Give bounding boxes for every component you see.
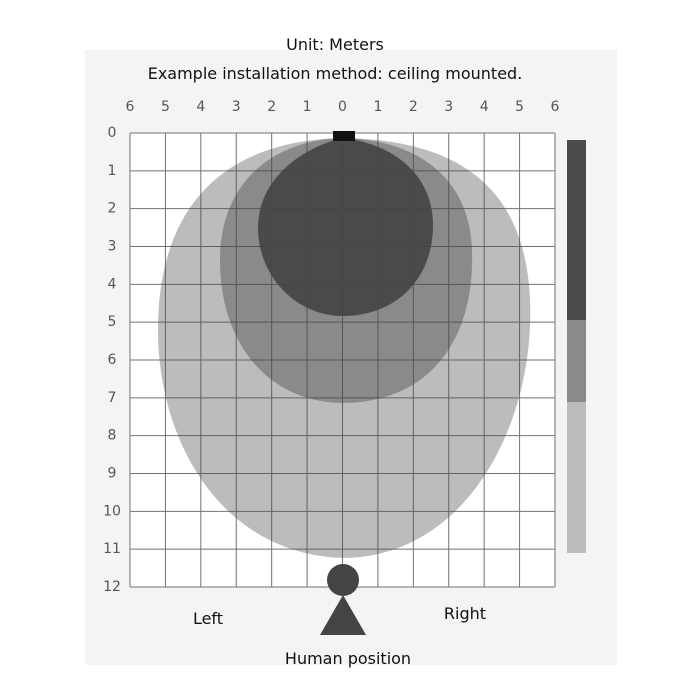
top-label: 3 <box>444 99 453 115</box>
human-label: Human position <box>285 649 411 668</box>
left-label: 5 <box>108 314 117 330</box>
right-label: Right <box>444 604 486 623</box>
left-label: 6 <box>108 352 117 368</box>
legend-near <box>567 140 586 320</box>
top-label: 1 <box>303 99 312 115</box>
left-label: 1 <box>108 163 117 179</box>
top-label: 4 <box>196 99 205 115</box>
left-label: 7 <box>108 390 117 406</box>
top-label: 3 <box>232 99 241 115</box>
top-label: 5 <box>515 99 524 115</box>
top-label: 2 <box>409 99 418 115</box>
left-label: 10 <box>103 503 121 519</box>
left-label: Left <box>193 609 223 628</box>
left-label: 0 <box>108 125 117 141</box>
top-label: 1 <box>373 99 382 115</box>
sensor <box>333 131 355 141</box>
left-label: 12 <box>103 579 121 595</box>
human-body <box>320 595 366 635</box>
human-head <box>327 564 359 596</box>
left-label: 4 <box>108 276 117 292</box>
top-label: 4 <box>480 99 489 115</box>
left-label: 9 <box>108 466 117 482</box>
top-label: 0 <box>338 99 347 115</box>
left-label: 3 <box>108 239 117 255</box>
left-label: 8 <box>108 428 117 444</box>
unit-text: Unit: Meters <box>286 35 384 54</box>
legend-far <box>567 402 586 553</box>
left-label: 2 <box>108 201 117 217</box>
top-label: 6 <box>126 99 135 115</box>
install-note: Example installation method: ceiling mou… <box>148 64 523 83</box>
legend-mid <box>567 320 586 402</box>
top-label: 6 <box>551 99 560 115</box>
top-label: 5 <box>161 99 170 115</box>
near-zone <box>258 138 433 316</box>
top-label: 2 <box>267 99 276 115</box>
left-label: 11 <box>103 541 121 557</box>
